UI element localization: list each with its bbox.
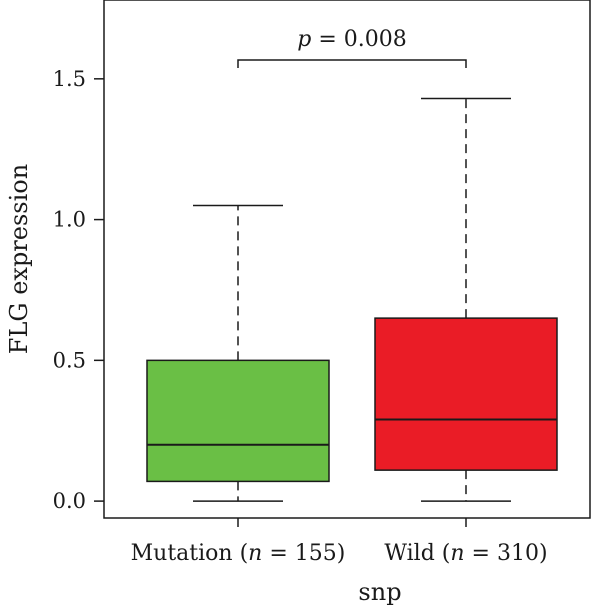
x-axis-title: snp (358, 578, 401, 606)
significance-annotation: p = 0.008 (237, 27, 467, 68)
box-iqr (374, 317, 558, 471)
box-mutation (146, 204, 330, 502)
y-tick-label: 0.5 (53, 348, 86, 372)
p-value-label: p = 0.008 (297, 27, 407, 52)
significance-bracket (237, 59, 467, 68)
box-iqr (146, 359, 330, 483)
y-axis: 0.0 0.5 1.0 1.5 (53, 67, 104, 513)
y-tick-label: 0.0 (53, 489, 86, 513)
boxes (146, 97, 558, 502)
x-tick-label-mutation: Mutation (n = 155) (131, 541, 346, 566)
box-wild (374, 97, 558, 502)
x-axis: Mutation (n = 155) Wild (n = 310) (131, 518, 548, 566)
y-axis-title: FLG expression (5, 164, 33, 354)
y-tick-label: 1.5 (53, 67, 86, 91)
y-tick-label: 1.0 (53, 208, 86, 232)
x-tick-label-wild: Wild (n = 310) (384, 541, 547, 566)
plot-frame (103, 0, 591, 519)
